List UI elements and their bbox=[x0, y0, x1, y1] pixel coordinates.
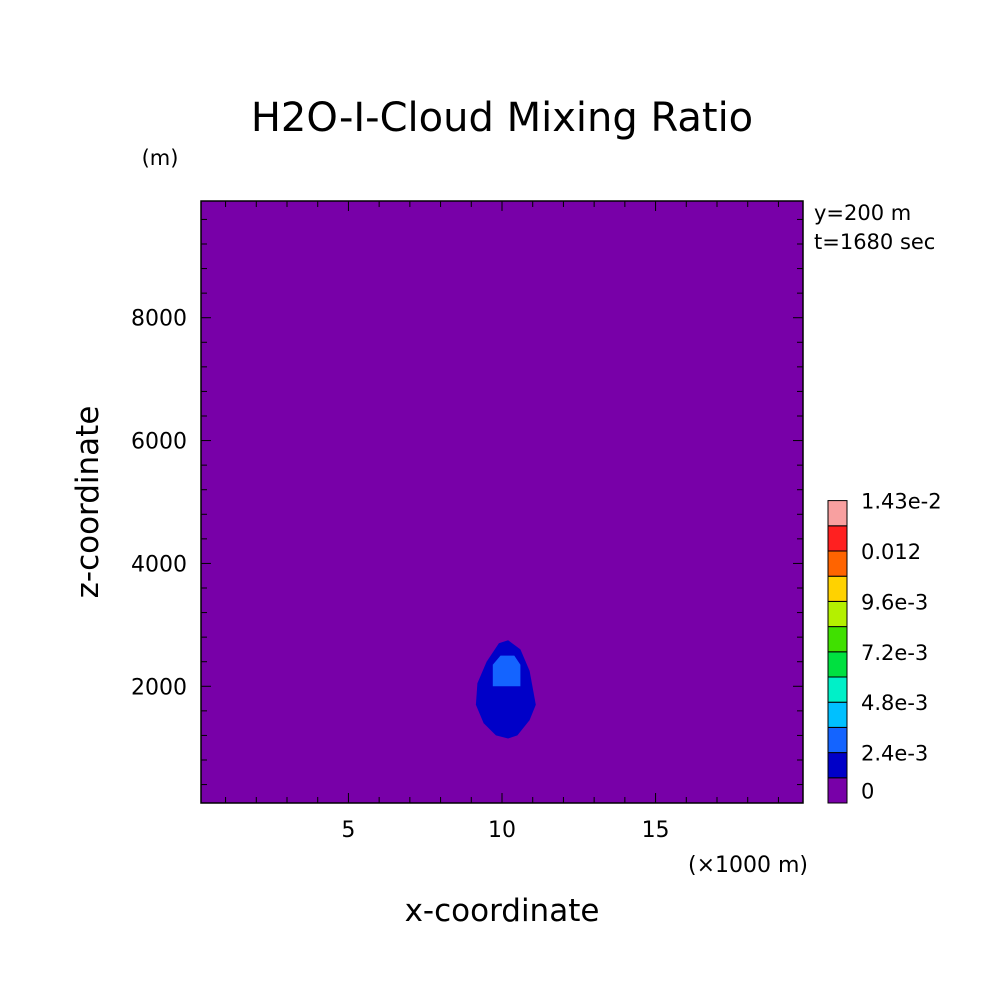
y-unit-label: (m) bbox=[142, 146, 179, 170]
contour-region-2 bbox=[492, 655, 521, 687]
colorbar-label: 4.8e-3 bbox=[861, 691, 928, 715]
plot-area bbox=[201, 201, 803, 803]
colorbar-swatch-5 bbox=[827, 651, 848, 678]
colorbar-swatch-0 bbox=[827, 777, 848, 804]
x-tick-label: 15 bbox=[642, 818, 670, 843]
x-unit-label: (×1000 m) bbox=[688, 853, 808, 878]
x-tick-label: 5 bbox=[341, 818, 355, 843]
colorbar-swatch-6 bbox=[827, 626, 848, 653]
colorbar-swatch-7 bbox=[827, 600, 848, 628]
chart-title: H2O-I-Cloud Mixing Ratio bbox=[251, 95, 753, 141]
annotation-y: y=200 m bbox=[814, 201, 911, 225]
colorbar: 0 2.4e-3 4.8e-3 7.2e-3 9.6e-3 0.012 1.43e-2 bbox=[827, 490, 942, 804]
y-tick-label: 8000 bbox=[131, 307, 187, 332]
colorbar-label: 0.012 bbox=[861, 540, 921, 564]
annotation-t: t=1680 sec bbox=[814, 230, 935, 254]
y-axis-label: z-coordinate bbox=[70, 406, 106, 599]
colorbar-swatch-9 bbox=[827, 550, 848, 577]
x-axis-label: x-coordinate bbox=[405, 893, 600, 929]
colorbar-label: 1.43e-2 bbox=[861, 490, 942, 514]
colorbar-label: 9.6e-3 bbox=[861, 590, 928, 614]
colorbar-label: 2.4e-3 bbox=[861, 742, 928, 766]
colorbar-swatch-8 bbox=[827, 575, 848, 602]
axes: 5 10 15 2000 4000 6000 8000 bbox=[131, 200, 804, 843]
colorbar-label: 7.2e-3 bbox=[861, 641, 928, 665]
y-tick-label: 2000 bbox=[131, 675, 187, 700]
colorbar-swatch-11 bbox=[827, 500, 848, 527]
x-tick-label: 10 bbox=[488, 818, 516, 843]
colorbar-swatch-2 bbox=[827, 726, 848, 754]
y-tick-label: 6000 bbox=[131, 430, 187, 455]
colorbar-label: 0 bbox=[861, 779, 874, 803]
colorbar-swatch-1 bbox=[827, 752, 848, 779]
colorbar-swatch-3 bbox=[827, 701, 848, 728]
colorbar-swatch-10 bbox=[827, 525, 848, 552]
colorbar-swatch-4 bbox=[827, 676, 848, 703]
y-tick-label: 4000 bbox=[131, 552, 187, 577]
contour-region-1 bbox=[475, 640, 536, 739]
